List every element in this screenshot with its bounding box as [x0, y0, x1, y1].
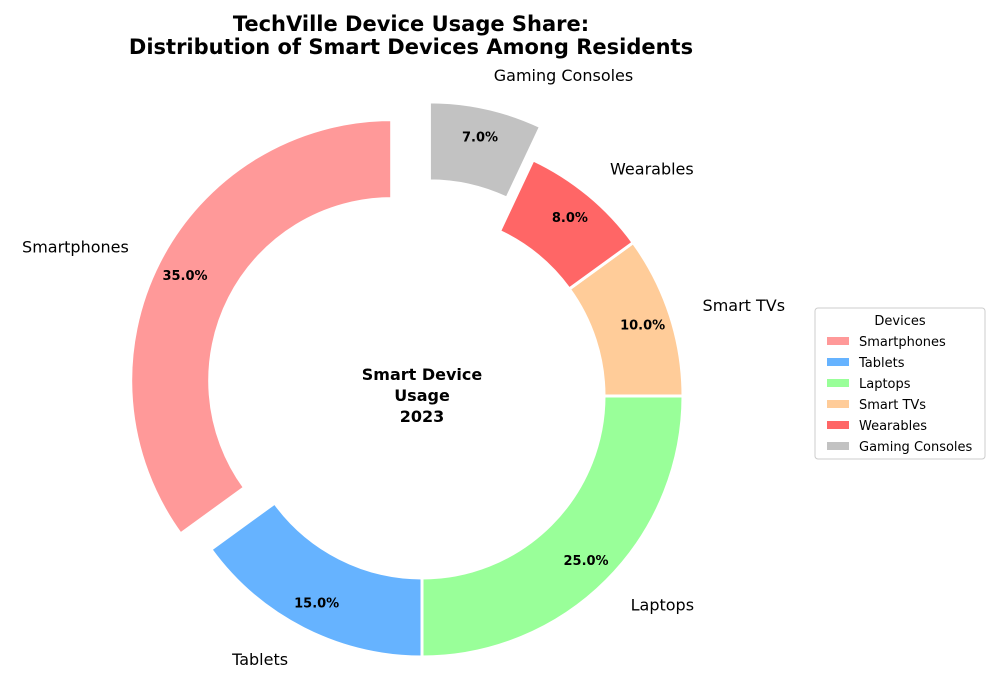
slice-laptops: [420, 394, 685, 659]
legend-swatch-smartphones: [827, 337, 849, 345]
legend-label-tablets: Tablets: [858, 356, 905, 371]
category-label-wearables: Wearables: [610, 160, 694, 179]
legend-items: Smartphones Tablets Laptops Smart TVs Wearab…: [827, 335, 973, 455]
pct-label-tablets: 15.0%: [294, 597, 339, 612]
legend-title: Devices: [874, 314, 925, 329]
legend-swatch-gaming-consoles: [827, 442, 849, 450]
category-label-gaming-consoles: Gaming Consoles: [494, 66, 633, 85]
slice-tablets: [208, 500, 424, 659]
slice-gaming-consoles: [427, 100, 543, 201]
center-label-line-2: Usage: [394, 386, 450, 405]
legend-frame: [814, 307, 986, 460]
legend-label-laptops: Laptops: [859, 377, 911, 392]
center-label-line-3: 2023: [400, 407, 445, 426]
legend-swatch-smart-tvs: [827, 400, 849, 408]
legend: Devices Smartphones Tablets Laptops Smart T…: [814, 307, 986, 460]
pct-label-smartphones: 35.0%: [162, 269, 207, 284]
center-label-line-1: Smart Device: [362, 365, 483, 384]
category-label-laptops: Laptops: [631, 596, 694, 615]
legend-label-wearables: Wearables: [859, 419, 927, 434]
legend-swatch-laptops: [827, 379, 849, 387]
legend-label-smartphones: Smartphones: [859, 335, 946, 350]
chart-title-line-2: Distribution of Smart Devices Among Resi…: [129, 35, 693, 59]
category-label-smart-tvs: Smart TVs: [703, 296, 786, 315]
legend-swatch-tablets: [827, 358, 849, 366]
pct-label-wearables: 8.0%: [552, 211, 588, 226]
pie-slices: 35.0% Smartphones 15.0% Tablets 25.0% Laptops…: [22, 66, 785, 669]
chart-title-line-1: TechVille Device Usage Share:: [233, 12, 589, 36]
slice-wearables: [497, 157, 636, 292]
category-label-smartphones: Smartphones: [22, 238, 129, 257]
pct-label-smart-tvs: 10.0%: [620, 318, 665, 333]
pct-label-laptops: 25.0%: [563, 554, 608, 569]
pct-label-gaming-consoles: 7.0%: [462, 130, 498, 145]
legend-label-gaming-consoles: Gaming Consoles: [859, 440, 973, 455]
slice-smartphones: [129, 118, 394, 537]
legend-swatch-wearables: [827, 421, 849, 429]
legend-label-smart-tvs: Smart TVs: [859, 398, 926, 413]
category-label-tablets: Tablets: [231, 650, 288, 669]
